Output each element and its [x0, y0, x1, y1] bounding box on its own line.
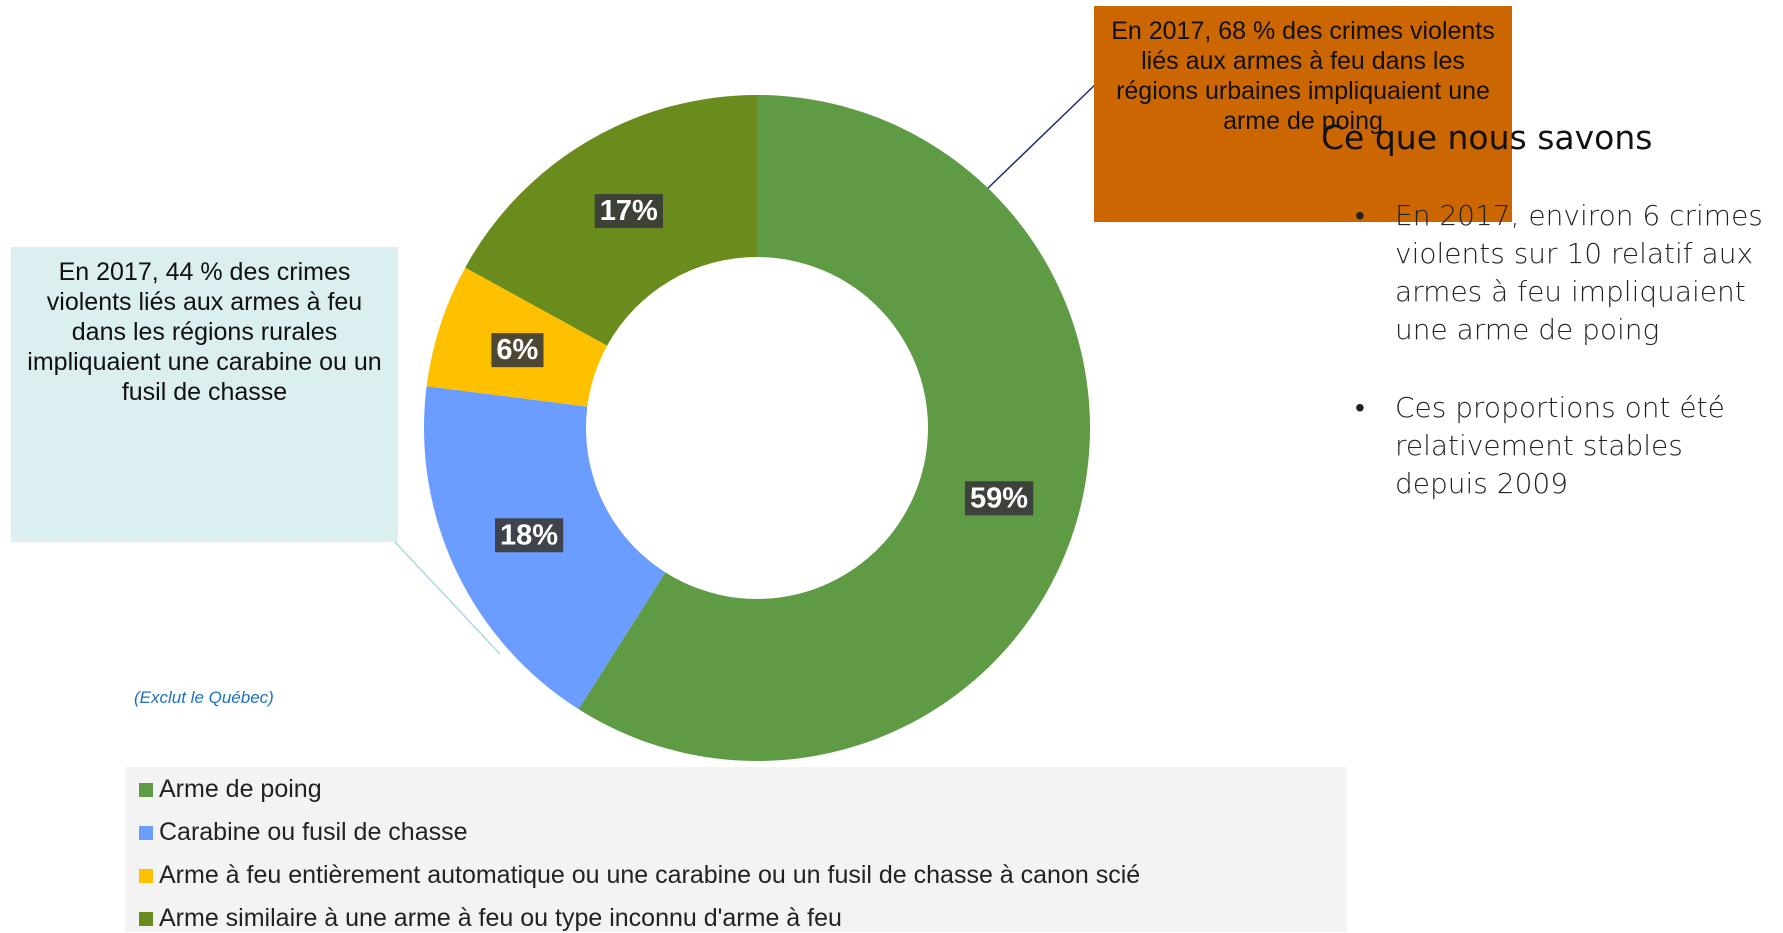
data-label-group: 17%	[594, 194, 663, 229]
data-label: 18%	[500, 519, 558, 551]
data-label-bg	[494, 518, 564, 553]
data-label: 6%	[496, 334, 538, 366]
legend-swatch	[139, 826, 153, 840]
data-label-bg	[491, 333, 544, 368]
annotation: En 2017, 68 % des crimes violents liés a…	[1094, 6, 1512, 222]
data-label: 17%	[600, 195, 658, 227]
legend-entry: Arme similaire à une arme à feu ou type …	[139, 904, 842, 933]
bullet: En 2017, environ 6 crimes violents sur 1…	[1355, 197, 1781, 349]
note: (Exclut le Québec)	[134, 688, 274, 707]
bullet: Ces proportions ont été relativement sta…	[1355, 389, 1781, 503]
legend-entry: Arme à feu entièrement automatique ou un…	[139, 861, 1140, 890]
data-label-group: 6%	[491, 333, 544, 368]
legend-label: Carabine ou fusil de chasse	[159, 818, 468, 846]
data-label-group: 18%	[494, 518, 564, 553]
legend-entry: Carabine ou fusil de chasse	[139, 818, 468, 847]
legend-label: Arme de poing	[159, 775, 322, 803]
legend-entry: Arme de poing	[139, 775, 322, 804]
donut-slice	[578, 95, 1090, 761]
bullet-list: En 2017, environ 6 crimes violents sur 1…	[1321, 197, 1781, 503]
sidebar: Ce que nous savons En 2017, environ 6 cr…	[1321, 118, 1781, 543]
sidebar-heading: Ce que nous savons	[1321, 118, 1653, 157]
data-label-bg	[964, 481, 1034, 516]
legend: Arme de poing Carabine ou fusil de chasse…	[125, 767, 1347, 932]
leader-line	[378, 524, 501, 655]
legend-label: Arme à feu entièrement automatique ou un…	[159, 861, 1141, 889]
data-label-bg	[594, 194, 663, 229]
legend-swatch	[139, 783, 153, 797]
legend-swatch	[139, 869, 153, 883]
data-label-group: 59%	[964, 481, 1034, 516]
legend-label: Arme similaire à une arme à feu ou type …	[159, 904, 842, 932]
data-label: 59%	[970, 482, 1028, 514]
annotation: En 2017, 44 % des crimes violents liés a…	[11, 247, 398, 542]
legend-swatch	[139, 912, 153, 926]
